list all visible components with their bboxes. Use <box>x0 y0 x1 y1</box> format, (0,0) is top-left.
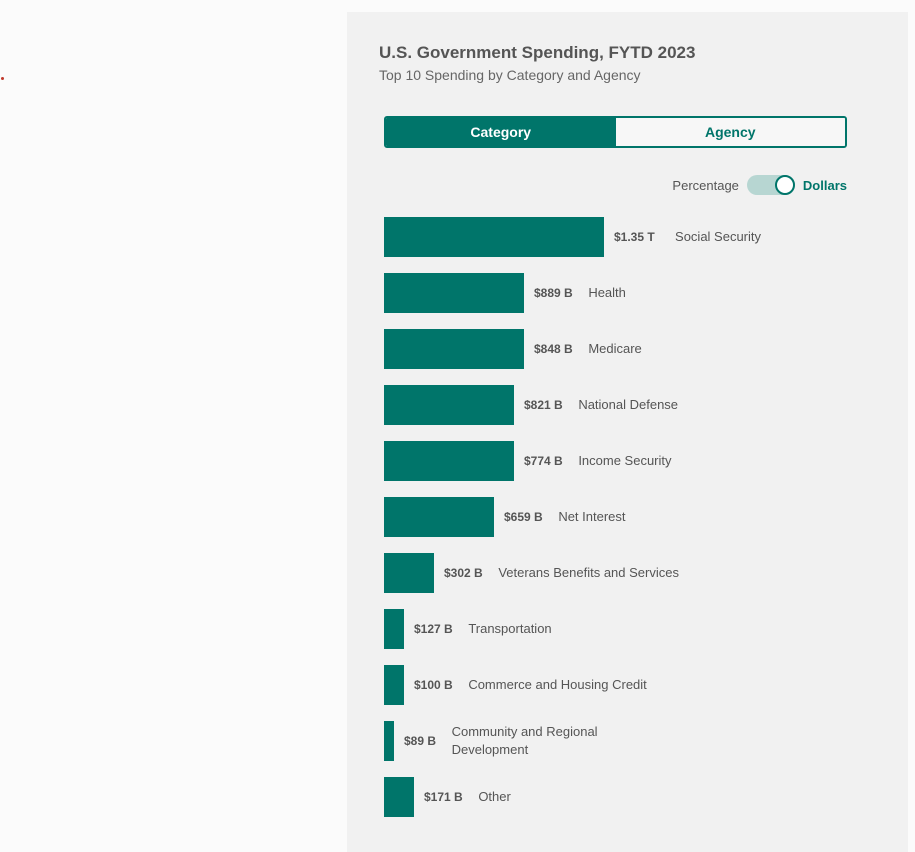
value-label-4: $774 B <box>524 454 563 468</box>
bar-6[interactable] <box>384 553 434 593</box>
stray-dot <box>1 77 4 80</box>
category-label-10: Other <box>478 789 511 804</box>
category-label-5: Net Interest <box>558 509 626 524</box>
category-label-9: Community and Regional Development <box>452 724 598 757</box>
bar-0[interactable] <box>384 217 604 257</box>
bar-4[interactable] <box>384 441 514 481</box>
category-label-7: Transportation <box>468 621 551 636</box>
bar-1[interactable] <box>384 273 524 313</box>
value-label-7: $127 B <box>414 622 453 636</box>
dollars-label[interactable]: Dollars <box>802 177 847 193</box>
bar-9[interactable] <box>384 721 394 761</box>
unit-toggle: Percentage Dollars <box>672 175 847 195</box>
bar-7[interactable] <box>384 609 404 649</box>
tab-category[interactable]: Category <box>386 118 616 146</box>
value-label-6: $302 B <box>444 566 483 580</box>
value-label-9: $89 B <box>404 734 436 748</box>
category-label-1: Health <box>588 285 626 300</box>
value-label-1: $889 B <box>534 286 573 300</box>
category-label-0: Social Security <box>675 229 761 244</box>
bar-5[interactable] <box>384 497 494 537</box>
spending-panel: U.S. Government Spending, FYTD 2023 Top … <box>347 12 908 852</box>
page-subtitle: Top 10 Spending by Category and Agency <box>379 67 641 83</box>
unit-switch[interactable] <box>746 175 795 195</box>
category-label-3: National Defense <box>578 397 678 412</box>
value-label-10: $171 B <box>424 790 463 804</box>
value-label-0: $1.35 T <box>614 230 655 244</box>
value-label-8: $100 B <box>414 678 453 692</box>
category-label-8: Commerce and Housing Credit <box>468 677 647 692</box>
page-title: U.S. Government Spending, FYTD 2023 <box>379 43 696 62</box>
category-label-6: Veterans Benefits and Services <box>498 565 679 580</box>
value-label-3: $821 B <box>524 398 563 412</box>
bar-8[interactable] <box>384 665 404 705</box>
value-label-2: $848 B <box>534 342 573 356</box>
switch-knob[interactable] <box>774 175 795 195</box>
bar-3[interactable] <box>384 385 514 425</box>
category-label-4: Income Security <box>578 453 672 468</box>
value-label-5: $659 B <box>504 510 543 524</box>
tab-agency[interactable]: Agency <box>615 118 845 146</box>
percentage-label[interactable]: Percentage <box>672 177 739 193</box>
view-tabs: Category Agency <box>384 116 847 148</box>
bar-10[interactable] <box>384 777 414 817</box>
category-label-2: Medicare <box>588 341 641 356</box>
bar-2[interactable] <box>384 329 524 369</box>
